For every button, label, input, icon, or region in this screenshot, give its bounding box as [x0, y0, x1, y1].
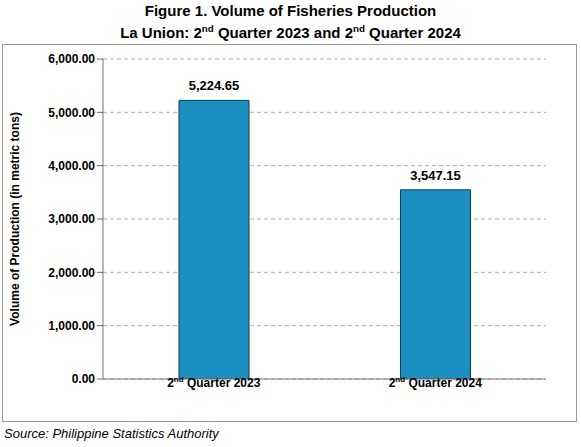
- svg-text:4,000.00: 4,000.00: [48, 159, 95, 173]
- svg-text:6,000.00: 6,000.00: [48, 52, 95, 66]
- svg-text:2nd Quarter 2023: 2nd Quarter 2023: [167, 375, 261, 390]
- html-text:Figure 1. Volume of Fisheries: Figure 1. Volume of Fisheries Production: [144, 2, 437, 19]
- svg-text:1,000.00: 1,000.00: [48, 319, 95, 333]
- svg-text:Volume of Production (in metri: Volume of Production (in metric tons): [8, 112, 22, 326]
- svg-text:5,000.00: 5,000.00: [48, 106, 95, 120]
- svg-text:3,547.15: 3,547.15: [410, 168, 461, 183]
- svg-text:2,000.00: 2,000.00: [48, 266, 95, 280]
- html-text:La Union: 2ndQuarter 2023 and: La Union: 2ndQuarter 2023 and 2ndQuarter…: [120, 23, 461, 41]
- svg-text:5,224.65: 5,224.65: [189, 78, 240, 93]
- svg-text:0.00: 0.00: [72, 372, 96, 386]
- svg-text:3,000.00: 3,000.00: [48, 212, 95, 226]
- svg-text:2nd Quarter 2024: 2nd Quarter 2024: [389, 375, 483, 390]
- html-text:Source: Philippine Statistics: Source: Philippine Statistics Authority: [4, 426, 219, 441]
